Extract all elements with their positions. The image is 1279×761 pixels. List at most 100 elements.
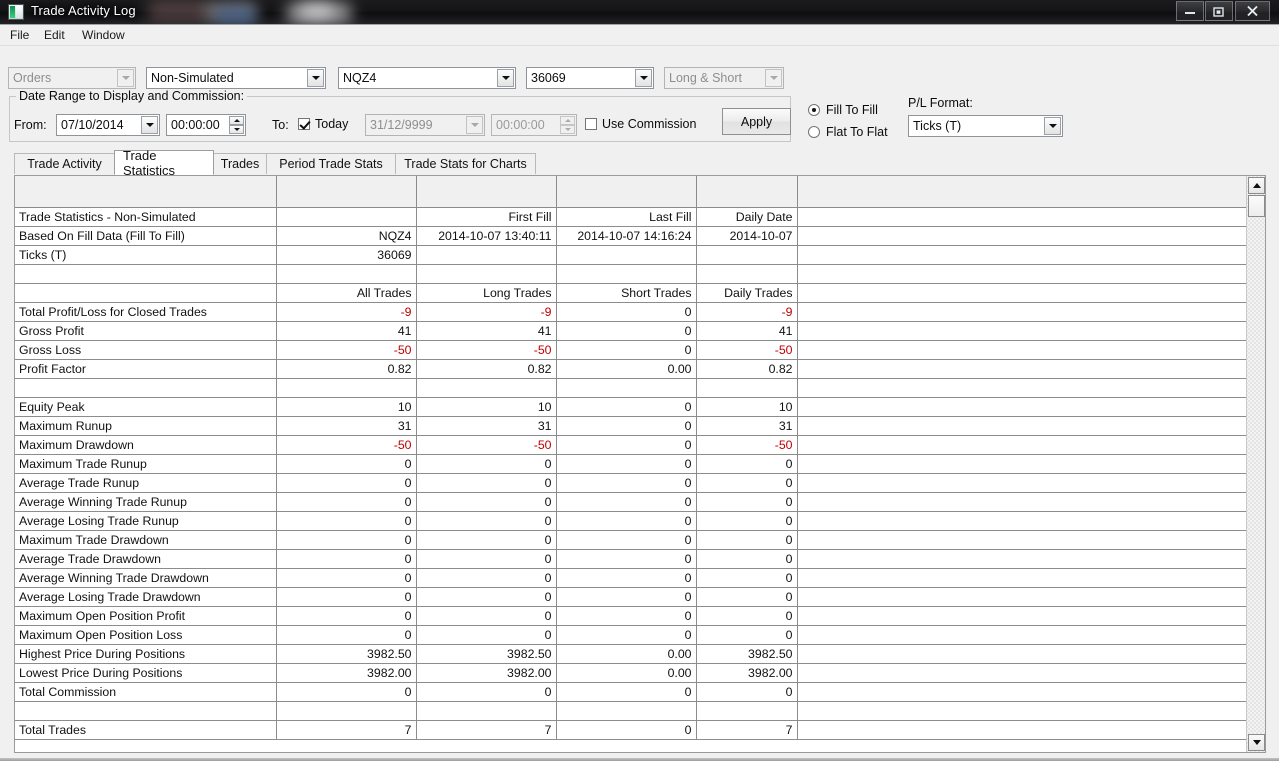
from-time-stepper[interactable] xyxy=(229,116,244,134)
checkbox-icon[interactable] xyxy=(585,118,597,130)
menu-item-file[interactable]: File xyxy=(10,28,30,42)
grid-row[interactable]: Maximum Trade Runup 0 0 0 0 xyxy=(15,454,1246,474)
grid-row[interactable]: Highest Price During Positions 3982.50 398… xyxy=(15,644,1246,664)
radio-icon[interactable] xyxy=(808,126,820,138)
grid-cell: 0 xyxy=(276,606,417,626)
grid-row[interactable]: Maximum Trade Drawdown 0 0 0 0 xyxy=(15,530,1246,550)
chevron-down-icon[interactable] xyxy=(117,69,134,87)
grid-row[interactable]: Average Winning Trade Runup 0 0 0 0 xyxy=(15,492,1246,512)
orders-dropdown-value: Orders xyxy=(13,71,52,85)
scroll-down-button[interactable] xyxy=(1248,734,1265,751)
grid-row[interactable]: Maximum Drawdown -50 -50 0 -50 xyxy=(15,435,1246,455)
grid-row[interactable]: Maximum Open Position Profit 0 0 0 0 xyxy=(15,606,1246,626)
grid-cell: 0 xyxy=(556,473,697,493)
from-date-input[interactable]: 07/10/2014 xyxy=(56,114,160,136)
scroll-up-button[interactable] xyxy=(1248,177,1265,194)
tab-trade-activity[interactable]: Trade Activity xyxy=(14,153,115,174)
pl-format-dropdown[interactable]: Ticks (T) xyxy=(908,115,1063,137)
desktop-blur-artifact xyxy=(148,0,210,22)
grid-row[interactable]: Maximum Runup 31 31 0 31 xyxy=(15,416,1246,436)
chevron-down-icon[interactable] xyxy=(765,69,782,87)
grid-row-label: Equity Peak xyxy=(15,397,277,417)
stepper-up-icon[interactable] xyxy=(560,116,575,125)
tab-period-trade-stats[interactable]: Period Trade Stats xyxy=(266,153,396,174)
grid-row[interactable]: Average Losing Trade Drawdown 0 0 0 0 xyxy=(15,587,1246,607)
grid-cell: Short Trades xyxy=(556,283,697,303)
today-checkbox[interactable]: Today xyxy=(298,117,348,131)
flat-to-flat-radio[interactable]: Flat To Flat xyxy=(808,125,888,139)
to-date-input[interactable]: 31/12/9999 xyxy=(365,114,485,136)
tab-trade-statistics[interactable]: Trade Statistics xyxy=(114,148,214,178)
grid-header-row[interactable] xyxy=(15,176,1246,208)
grid-row[interactable]: Total Profit/Loss for Closed Trades -9 -9 0… xyxy=(15,302,1246,322)
apply-button[interactable]: Apply xyxy=(722,108,791,135)
fill-to-fill-radio[interactable]: Fill To Fill xyxy=(808,103,878,117)
simulated-dropdown[interactable]: Non-Simulated xyxy=(146,67,326,89)
stepper-down-icon[interactable] xyxy=(229,125,244,134)
title-bar[interactable]: Trade Activity Log xyxy=(0,0,1279,24)
grid-row[interactable]: All Trades Long Trades Short Trades Daily T… xyxy=(15,283,1246,303)
grid-cell: NQZ4 xyxy=(276,226,417,246)
grid-row[interactable]: Gross Loss -50 -50 0 -50 xyxy=(15,340,1246,360)
grid-spacer-row[interactable] xyxy=(15,701,1246,721)
grid-row[interactable]: Average Winning Trade Drawdown 0 0 0 0 xyxy=(15,568,1246,588)
radio-icon[interactable] xyxy=(808,104,820,116)
orders-dropdown[interactable]: Orders xyxy=(8,67,136,89)
grid-row[interactable]: Average Trade Runup 0 0 0 0 xyxy=(15,473,1246,493)
vertical-scrollbar[interactable] xyxy=(1246,176,1265,752)
menu-item-window[interactable]: Window xyxy=(82,28,125,42)
grid-row[interactable]: Equity Peak 10 10 0 10 xyxy=(15,397,1246,417)
grid-column-divider[interactable] xyxy=(416,176,417,207)
grid-row[interactable]: Profit Factor 0.82 0.82 0.00 0.82 xyxy=(15,359,1246,379)
from-time-input[interactable]: 00:00:00 xyxy=(166,114,246,136)
symbol-dropdown[interactable]: NQZ4 xyxy=(338,67,516,89)
restore-button[interactable] xyxy=(1205,1,1233,21)
stepper-up-icon[interactable] xyxy=(229,116,244,125)
grid-row-label: Profit Factor xyxy=(15,359,277,379)
tab-trades[interactable]: Trades xyxy=(213,153,267,174)
close-button[interactable] xyxy=(1235,1,1270,21)
grid-row[interactable]: Maximum Open Position Loss 0 0 0 0 xyxy=(15,625,1246,645)
chevron-down-icon[interactable] xyxy=(1044,117,1061,135)
chevron-down-icon[interactable] xyxy=(141,116,158,134)
minimize-button[interactable] xyxy=(1176,1,1204,21)
grid-spacer-row[interactable] xyxy=(15,378,1246,398)
to-time-stepper[interactable] xyxy=(560,116,575,134)
grid-cell: 0 xyxy=(556,454,697,474)
grid-row[interactable]: Gross Profit 41 41 0 41 xyxy=(15,321,1246,341)
scrollbar-thumb[interactable] xyxy=(1248,195,1265,217)
chevron-down-icon[interactable] xyxy=(307,69,324,87)
grid-column-divider[interactable] xyxy=(276,176,277,207)
grid-row[interactable]: Average Trade Drawdown 0 0 0 0 xyxy=(15,549,1246,569)
grid-cell xyxy=(797,473,1246,493)
chevron-down-icon[interactable] xyxy=(497,69,514,87)
account-dropdown[interactable]: 36069 xyxy=(526,67,654,89)
grid-row[interactable]: Ticks (T) 36069 xyxy=(15,245,1246,265)
direction-dropdown[interactable]: Long & Short xyxy=(664,67,784,89)
grid-row[interactable]: Trade Statistics - Non-Simulated First Fi… xyxy=(15,208,1246,227)
grid-row[interactable]: Lowest Price During Positions 3982.00 3982… xyxy=(15,663,1246,683)
to-time-input[interactable]: 00:00:00 xyxy=(491,114,577,136)
tab-trade-stats-for-charts[interactable]: Trade Stats for Charts xyxy=(395,153,536,174)
grid-column-divider[interactable] xyxy=(797,176,798,207)
grid-cell xyxy=(797,701,1246,721)
app-icon[interactable] xyxy=(8,4,24,20)
to-date-value: 31/12/9999 xyxy=(370,118,433,132)
grid-cell: 0 xyxy=(276,492,417,512)
grid-cell xyxy=(556,701,697,721)
chevron-down-icon[interactable] xyxy=(466,116,483,134)
stepper-down-icon[interactable] xyxy=(560,125,575,134)
use-commission-checkbox[interactable]: Use Commission xyxy=(585,117,696,131)
grid-row[interactable]: Based On Fill Data (Fill To Fill) NQZ4 201… xyxy=(15,226,1246,246)
menu-item-edit[interactable]: Edit xyxy=(44,28,65,42)
grid-column-divider[interactable] xyxy=(696,176,697,207)
grid-spacer-row[interactable] xyxy=(15,264,1246,284)
grid-row[interactable]: Total Commission 0 0 0 0 xyxy=(15,682,1246,702)
grid-row[interactable]: Total Trades 7 7 0 7 xyxy=(15,720,1246,740)
grid-cell: 7 xyxy=(416,720,557,740)
grid-cell xyxy=(797,321,1246,341)
checkbox-icon[interactable] xyxy=(298,118,310,130)
chevron-down-icon[interactable] xyxy=(635,69,652,87)
grid-row[interactable]: Average Losing Trade Runup 0 0 0 0 xyxy=(15,511,1246,531)
grid-column-divider[interactable] xyxy=(556,176,557,207)
